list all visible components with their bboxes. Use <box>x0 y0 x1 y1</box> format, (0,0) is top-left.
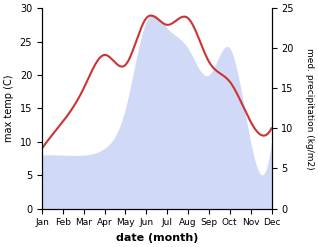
Y-axis label: max temp (C): max temp (C) <box>4 75 14 142</box>
X-axis label: date (month): date (month) <box>115 233 198 243</box>
Y-axis label: med. precipitation (kg/m2): med. precipitation (kg/m2) <box>305 48 314 169</box>
